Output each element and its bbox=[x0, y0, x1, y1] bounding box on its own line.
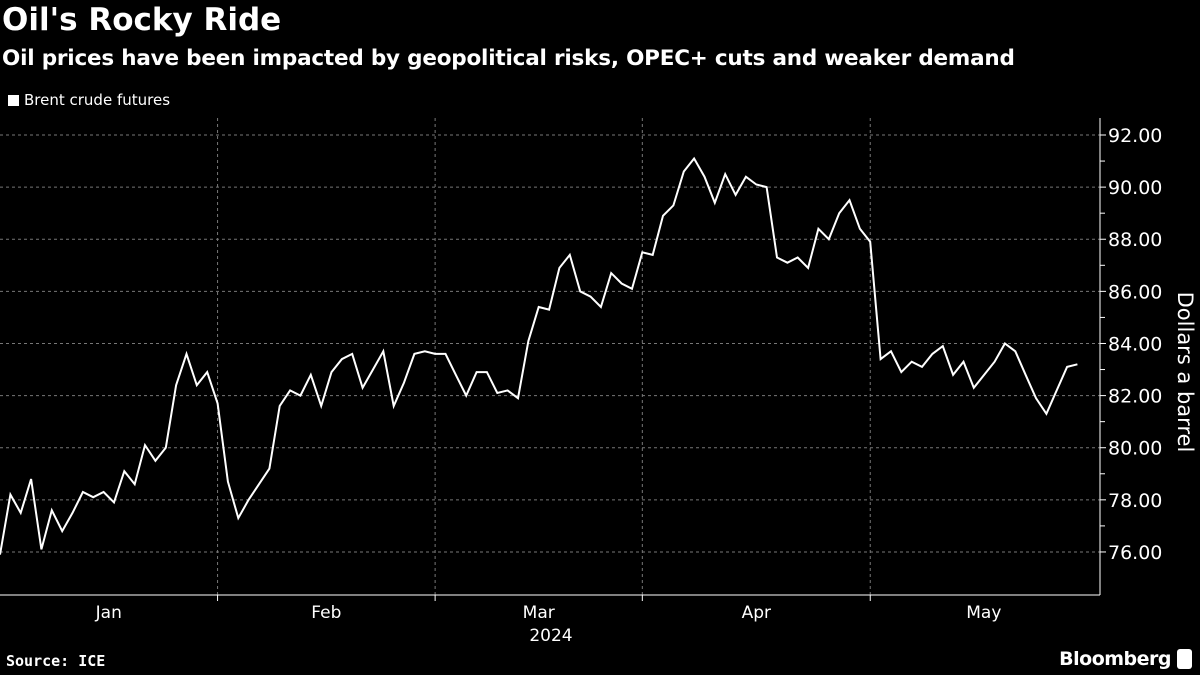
y-tick-label: 90.00 bbox=[1108, 177, 1162, 199]
y-axis-label: Dollars a barrel bbox=[1173, 292, 1197, 453]
legend-label: Brent crude futures bbox=[24, 91, 171, 109]
bloomberg-terminal-icon bbox=[1177, 649, 1192, 669]
axes: 76.00 78.00 80.00 82.00 84.00 86.00 88.00 90.00… bbox=[0, 118, 1162, 623]
legend: Brent crude futures bbox=[8, 91, 170, 109]
x-tick-label: Jan bbox=[95, 603, 122, 623]
x-tick-label: Feb bbox=[311, 603, 341, 623]
y-tick-label: 86.00 bbox=[1108, 281, 1162, 303]
year-label: 2024 bbox=[529, 626, 572, 646]
y-tick-label: 76.00 bbox=[1108, 542, 1162, 564]
y-tick-label: 92.00 bbox=[1108, 125, 1162, 147]
series-line-brent bbox=[0, 156, 1078, 555]
y-tick-label: 80.00 bbox=[1108, 438, 1162, 460]
y-tick-label: 88.00 bbox=[1108, 229, 1162, 251]
series-lines bbox=[0, 156, 1078, 555]
y-tick-label: 78.00 bbox=[1108, 490, 1162, 512]
brand-name: Bloomberg bbox=[1059, 648, 1171, 670]
gridlines bbox=[0, 118, 1100, 595]
x-tick-label: May bbox=[966, 603, 1001, 623]
x-tick-label: Mar bbox=[523, 603, 555, 623]
x-tick-label: Apr bbox=[742, 603, 771, 623]
source-note: Source: ICE bbox=[6, 652, 106, 670]
chart-subtitle: Oil prices have been impacted by geopoli… bbox=[2, 46, 1015, 71]
y-tick-label: 82.00 bbox=[1108, 386, 1162, 408]
bloomberg-logo: Bloomberg bbox=[1059, 648, 1192, 670]
legend-swatch bbox=[8, 94, 19, 106]
chart-title: Oil's Rocky Ride bbox=[2, 2, 282, 38]
y-tick-label: 84.00 bbox=[1108, 333, 1162, 355]
